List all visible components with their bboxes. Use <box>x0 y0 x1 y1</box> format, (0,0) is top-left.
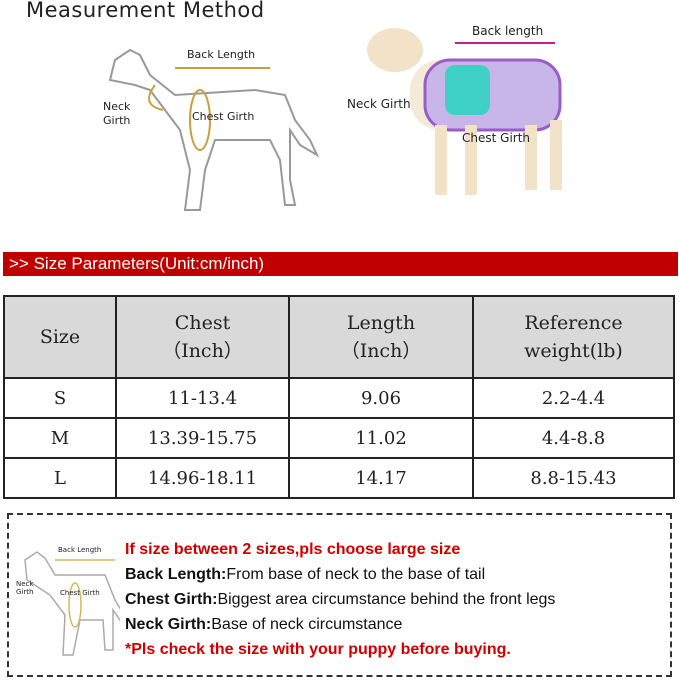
photo-neck-girth-label: Neck Girth <box>347 97 411 111</box>
neck-girth-note: Neck Girth:Base of neck circumstance <box>125 612 555 637</box>
thumb-back-length-label: Back Length <box>58 546 102 554</box>
table-row: M 13.39-15.75 11.02 4.4-8.8 <box>3 417 675 459</box>
notes-box <box>7 513 672 677</box>
cell-length: 14.17 <box>288 457 474 499</box>
header-weight: Reference weight(lb) <box>472 295 675 379</box>
cell-length: 9.06 <box>288 377 474 419</box>
photo-chest-girth-label: Chest Girth <box>462 131 531 145</box>
cell-size: S <box>3 377 117 419</box>
header-chest: Chest （Inch） <box>115 295 290 379</box>
note-label: Chest Girth: <box>125 591 218 608</box>
cell-weight: 2.2-4.4 <box>472 377 675 419</box>
neck-girth-label: Neck Girth <box>103 100 131 127</box>
chest-girth-note: Chest Girth:Biggest area circumstance be… <box>125 587 555 612</box>
photo-back-length-label: Back length <box>472 24 544 38</box>
page-title: Measurement Method <box>26 0 265 22</box>
dog-photo-illustration <box>367 28 562 195</box>
header-unit: weight(lb) <box>524 340 623 362</box>
header-text: Size <box>39 326 81 348</box>
size-table: Size Chest （Inch） Length （Inch） Reference w… <box>3 295 675 499</box>
cell-chest: 14.96-18.11 <box>115 457 290 499</box>
note-text: From base of neck to the base of tail <box>226 566 486 583</box>
note-text: Base of neck circumstance <box>211 616 403 633</box>
table-row: S 11-13.4 9.06 2.2-4.4 <box>3 377 675 419</box>
header-length: Length （Inch） <box>288 295 474 379</box>
thumb-neck-girth-label: Neck Girth <box>16 580 34 596</box>
note-label: Neck Girth: <box>125 616 212 633</box>
header-unit: （Inch） <box>162 340 243 362</box>
size-parameters-banner: >> Size Parameters(Unit:cm/inch) <box>3 252 678 276</box>
check-size-note: *Pls check the size with your puppy befo… <box>125 641 511 658</box>
cell-size: M <box>3 417 117 459</box>
size-warning: If size between 2 sizes,pls choose large… <box>125 541 461 558</box>
size-notes: If size between 2 sizes,pls choose large… <box>125 537 555 662</box>
back-length-note: Back Length:From base of neck to the bas… <box>125 562 555 587</box>
header-unit: （Inch） <box>340 340 422 362</box>
header-text: Reference <box>524 312 623 334</box>
table-header-row: Size Chest （Inch） Length （Inch） Reference w… <box>3 295 675 379</box>
note-text: Biggest area circumstance behind the fro… <box>217 591 556 608</box>
dog-thumbnail-icon <box>24 551 120 656</box>
chest-girth-label: Chest Girth <box>192 110 255 123</box>
header-size: Size <box>3 295 117 379</box>
cell-chest: 11-13.4 <box>115 377 290 419</box>
cell-size: L <box>3 457 117 499</box>
table-row: L 14.96-18.11 14.17 8.8-15.43 <box>3 457 675 499</box>
note-label: Back Length: <box>125 566 227 583</box>
thumb-chest-girth-label: Chest Girth <box>60 589 100 597</box>
cell-length: 11.02 <box>288 417 474 459</box>
dog-outline-diagram <box>108 48 320 211</box>
header-text: Length <box>346 312 416 334</box>
back-length-label: Back Length <box>187 48 256 61</box>
cell-weight: 8.8-15.43 <box>472 457 675 499</box>
cell-weight: 4.4-8.8 <box>472 417 675 459</box>
header-text: Chest <box>174 312 231 334</box>
cell-chest: 13.39-15.75 <box>115 417 290 459</box>
